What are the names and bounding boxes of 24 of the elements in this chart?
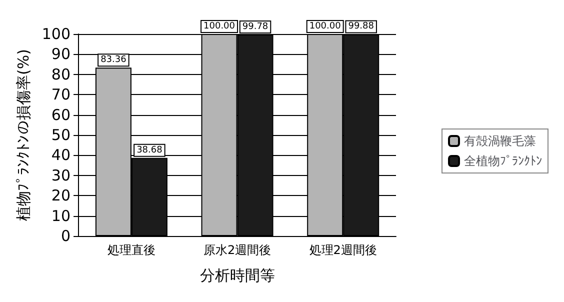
legend-label: 全植物ﾌﾟﾗﾝｸﾄﾝ bbox=[464, 154, 542, 168]
x-tick-label: 処理2週間後 bbox=[309, 243, 377, 257]
y-axis-title: 植物ﾌﾟﾗﾝｸﾄﾝの損傷率(%) bbox=[14, 49, 32, 221]
data-label: 100.00 bbox=[309, 22, 342, 32]
y-tick-label: 10 bbox=[51, 206, 71, 225]
y-tick-label: 80 bbox=[51, 65, 71, 84]
x-tick-label: 原水2週間後 bbox=[203, 243, 272, 257]
data-label: 99.78 bbox=[242, 22, 268, 32]
data-label: 83.36 bbox=[100, 55, 127, 66]
y-tick-label: 70 bbox=[51, 86, 71, 104]
legend-label: 有殻渦鞭毛藻 bbox=[464, 134, 536, 148]
y-tick-label: 20 bbox=[51, 186, 71, 205]
y-tick-label: 60 bbox=[51, 106, 71, 124]
data-label: 99.88 bbox=[348, 22, 374, 32]
x-tick-label: 処理直後 bbox=[107, 243, 156, 257]
data-label: 100.00 bbox=[204, 22, 236, 32]
x-axis-title: 分析時間等 bbox=[200, 266, 275, 284]
y-tick-label: 90 bbox=[51, 45, 71, 64]
y-tick-label: 0 bbox=[60, 227, 71, 245]
y-tick-label: 30 bbox=[51, 166, 71, 184]
y-tick-label: 40 bbox=[51, 146, 71, 164]
data-label: 38.68 bbox=[136, 145, 163, 156]
y-tick-label: 50 bbox=[51, 126, 71, 144]
y-tick-label: 100 bbox=[42, 25, 71, 43]
